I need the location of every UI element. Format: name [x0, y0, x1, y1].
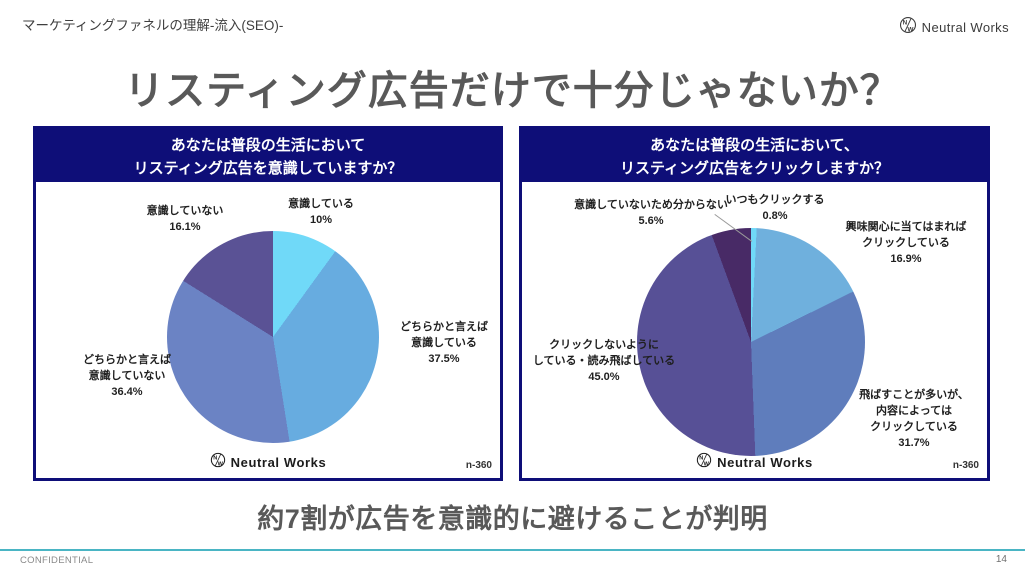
conclusion-text: 約7割が広告を意識的に避けることが判明 — [257, 504, 768, 534]
svg-text:W: W — [704, 462, 710, 468]
brand-name: Neutral Works — [921, 20, 1009, 35]
slice-label-aware: 意識している 10% — [288, 198, 354, 226]
chart-brand-name: Neutral Works — [717, 455, 813, 470]
slice-label-always-click: いつもクリックする 0.8% — [725, 194, 825, 222]
slice-label-avoid-click: クリックしないように している・読み飛ばしている 45.0% — [532, 339, 676, 383]
slice-label-not-aware: 意識していないため分からない 5.6% — [574, 199, 728, 227]
slice-label-somewhat-unaware: どちらかと言えば 意識していない 36.4% — [83, 354, 171, 398]
pie-chart-click — [637, 228, 865, 456]
neutral-works-logo-icon: N W — [210, 452, 226, 473]
chart-panel-click: あなたは普段の生活において、 リスティング広告をクリックしますか？ いつもクリッ… — [519, 126, 990, 481]
page-title: リスティング広告だけで十分じゃないか？ — [124, 69, 901, 113]
neutral-works-logo-icon: N W — [696, 452, 712, 473]
chart-panel-awareness: あなたは普段の生活において リスティング広告を意識していますか？ 意識している … — [33, 126, 503, 481]
chart-body-awareness: 意識している 10% どちらかと言えば 意識している 37.5% どちらかと言え… — [36, 182, 500, 478]
svg-text:W: W — [907, 26, 913, 33]
chart-title-click: あなたは普段の生活において、 リスティング広告をクリックしますか？ — [522, 129, 987, 182]
chart-body-click: いつもクリックする 0.8% 興味関心に当てはまれば クリックしている 16.9… — [522, 182, 987, 478]
slide-section-header: マーケティングファネルの理解-流入(SEO)- — [22, 18, 284, 33]
neutral-works-logo-icon: N W — [899, 16, 917, 39]
svg-text:N: N — [213, 456, 217, 462]
slice-label-somewhat-aware: どちらかと言えば 意識している 37.5% — [400, 321, 488, 365]
svg-text:N: N — [699, 456, 703, 462]
chart-footer-brand: N W Neutral Works — [36, 452, 500, 473]
pie-chart-awareness — [167, 231, 379, 443]
page-number: 14 — [995, 554, 1007, 565]
slice-label-mostly-skip: 飛ばすことが多いが、 内容によっては クリックしている 31.7% — [859, 389, 969, 449]
footer-accent-line — [0, 549, 1025, 551]
brand-logo: N W Neutral Works — [899, 16, 1009, 39]
slice-label-unaware: 意識していない 16.1% — [146, 205, 224, 233]
svg-text:N: N — [902, 20, 907, 27]
confidential-label: CONFIDENTIAL — [20, 555, 94, 566]
sample-size-note: n-360 — [465, 460, 492, 471]
chart-footer-brand: N W Neutral Works — [522, 452, 987, 473]
slice-label-click-if-interested: 興味関心に当てはまれば クリックしている 16.9% — [845, 221, 967, 265]
svg-text:W: W — [217, 462, 223, 468]
chart-title-awareness: あなたは普段の生活において リスティング広告を意識していますか？ — [36, 129, 500, 182]
sample-size-note: n-360 — [952, 460, 979, 471]
chart-brand-name: Neutral Works — [230, 455, 327, 470]
